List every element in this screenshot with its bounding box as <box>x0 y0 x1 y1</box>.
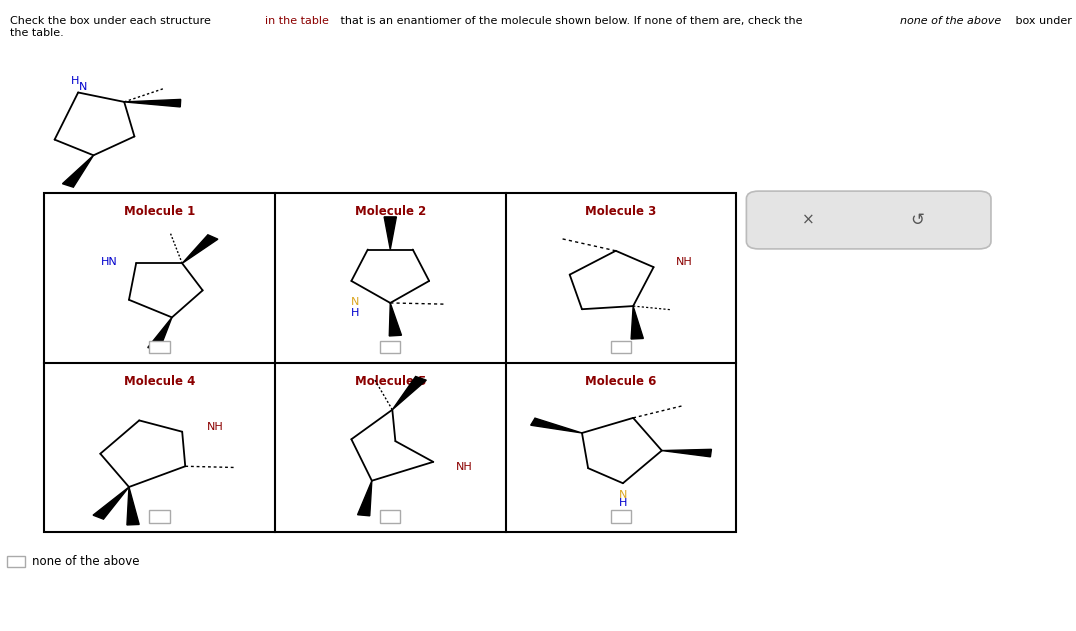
Text: N: N <box>619 490 627 500</box>
FancyBboxPatch shape <box>747 191 991 249</box>
Polygon shape <box>384 217 396 249</box>
Text: H: H <box>351 308 359 318</box>
Text: ↺: ↺ <box>910 211 924 229</box>
Polygon shape <box>62 155 94 187</box>
Text: NH: NH <box>455 462 472 472</box>
Text: in the table: in the table <box>266 16 329 27</box>
Text: Molecule 3: Molecule 3 <box>585 205 656 218</box>
Bar <box>380 341 400 353</box>
Polygon shape <box>530 418 582 433</box>
Bar <box>610 510 632 523</box>
Text: HN: HN <box>101 257 118 267</box>
Text: N: N <box>351 297 359 307</box>
Polygon shape <box>127 487 139 525</box>
Polygon shape <box>390 303 401 336</box>
Polygon shape <box>93 487 129 519</box>
Bar <box>150 510 170 523</box>
Text: none of the above: none of the above <box>32 555 140 569</box>
Polygon shape <box>662 449 711 457</box>
Polygon shape <box>393 377 426 410</box>
Text: N: N <box>79 83 87 93</box>
Text: NH: NH <box>676 257 693 267</box>
Text: Molecule 2: Molecule 2 <box>355 205 426 218</box>
Polygon shape <box>147 317 172 350</box>
Polygon shape <box>124 100 181 107</box>
Text: NH: NH <box>207 422 224 432</box>
Text: Molecule 5: Molecule 5 <box>355 375 426 388</box>
Bar <box>610 341 632 353</box>
Text: Molecule 6: Molecule 6 <box>585 375 656 388</box>
Text: ×: × <box>802 213 815 228</box>
Text: H: H <box>619 498 627 509</box>
Text: Molecule 1: Molecule 1 <box>124 205 195 218</box>
Polygon shape <box>182 235 217 263</box>
Text: box under: box under <box>1013 16 1073 27</box>
Bar <box>44 193 736 532</box>
Text: Check the box under each structure: Check the box under each structure <box>10 16 214 27</box>
Text: the table.: the table. <box>10 28 63 38</box>
Bar <box>380 510 400 523</box>
Bar <box>150 341 170 353</box>
Text: H: H <box>71 76 80 86</box>
Text: that is an enantiomer of the molecule shown below. If none of them are, check th: that is an enantiomer of the molecule sh… <box>337 16 806 27</box>
Polygon shape <box>632 306 643 339</box>
Bar <box>6 556 25 567</box>
Polygon shape <box>357 481 372 516</box>
Text: Molecule 4: Molecule 4 <box>124 375 196 388</box>
Text: none of the above: none of the above <box>900 16 1001 27</box>
